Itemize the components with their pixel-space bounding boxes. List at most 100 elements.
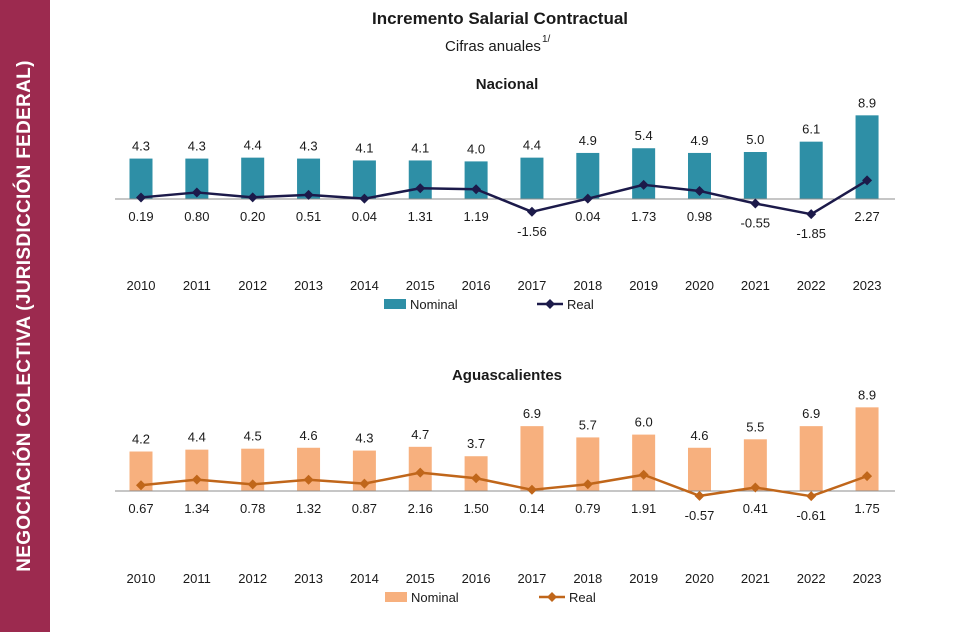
x-tick-label: 2010 [127, 278, 156, 293]
bar-label: 4.9 [690, 133, 708, 148]
x-tick-label: 2018 [573, 278, 602, 293]
line-real [140, 179, 868, 216]
line-label: 1.32 [296, 501, 321, 516]
bar-nominal [743, 439, 767, 491]
bar-nominal [688, 447, 711, 491]
x-tick-label: 2011 [183, 278, 211, 293]
bar-nominal [576, 437, 600, 491]
line-label: 1.73 [631, 209, 656, 224]
bar-label: 4.7 [411, 427, 429, 442]
bar-label: 8.9 [858, 95, 876, 110]
bar-nominal [520, 157, 544, 199]
line-label: -0.57 [685, 508, 715, 523]
x-tick-label: 2023 [853, 571, 882, 586]
chart-subtitle-note: 1/ [542, 34, 551, 45]
point-real [862, 471, 873, 482]
x-tick-label: 2019 [629, 571, 658, 586]
x-tick-label: 2013 [294, 278, 323, 293]
bar-nominal [855, 115, 879, 199]
point-real [471, 184, 482, 195]
panels: Nacional 4.3 4.3 4.4 4.3 4.1 4.1 4.0 4.4 4.9 5.4 4.… [115, 76, 895, 605]
bar-label: 3.7 [467, 436, 485, 451]
point-real [191, 187, 202, 198]
bar-label: 4.4 [244, 138, 262, 153]
bar-nominal [632, 148, 656, 199]
x-tick-label: 2012 [238, 278, 267, 293]
bar-nominal [185, 449, 209, 491]
point-real [359, 478, 370, 489]
point-real [415, 467, 426, 478]
point-real [750, 198, 761, 209]
bar-nominal [855, 407, 879, 491]
point-real [750, 482, 761, 493]
point-real [136, 192, 146, 203]
bar-nominal [297, 158, 321, 199]
bar-nominal [185, 158, 209, 199]
bar-nominal [352, 450, 376, 491]
legend-real-label: Real [569, 590, 596, 605]
legend-real-marker [547, 592, 557, 602]
x-tick-label: 2015 [406, 571, 435, 586]
bar-nominal [129, 158, 153, 199]
bar-label: 4.2 [132, 432, 150, 447]
line-label: 2.16 [408, 501, 433, 516]
point-real [806, 209, 817, 220]
bar-nominal [799, 141, 823, 199]
bar-nominal [576, 152, 600, 199]
point-real [582, 479, 593, 490]
x-tick-label: 2019 [629, 278, 658, 293]
panel-nacional: Nacional 4.3 4.3 4.4 4.3 4.1 4.1 4.0 4.4 4.9 5.4 4.… [115, 76, 895, 312]
x-tick-label: 2023 [853, 278, 882, 293]
legend-nominal-label: Nominal [411, 590, 459, 605]
bar-nominal [129, 451, 153, 491]
line-label: 2.27 [854, 209, 879, 224]
line-label: 0.41 [743, 501, 768, 516]
bar-nominal [241, 157, 265, 199]
bar-label: 6.9 [802, 406, 820, 421]
line-label: 0.19 [128, 209, 153, 224]
bar-label: 6.9 [523, 406, 541, 421]
bar-nominal [241, 448, 265, 491]
bar-label: 5.7 [579, 417, 597, 432]
point-real [526, 484, 537, 495]
legend-nominal-label: Nominal [410, 297, 458, 312]
bar-label: 5.5 [746, 419, 764, 434]
line-label: 1.34 [184, 501, 209, 516]
point-real [415, 183, 426, 194]
x-tick-label: 2018 [573, 571, 602, 586]
x-tick-label: 2014 [350, 571, 379, 586]
point-real [136, 480, 146, 491]
bar-label: 4.4 [523, 138, 541, 153]
bar-label: 4.1 [355, 140, 373, 155]
point-real [303, 474, 314, 485]
x-tick-label: 2014 [350, 278, 379, 293]
x-tick-label: 2017 [517, 571, 546, 586]
line-label: 0.79 [575, 501, 600, 516]
line-label: 1.19 [463, 209, 488, 224]
line-label: 0.80 [184, 209, 209, 224]
line-label: 0.04 [352, 209, 377, 224]
x-tick-label: 2015 [406, 278, 435, 293]
point-real [694, 185, 705, 196]
point-real [247, 479, 258, 490]
bar-label: 4.9 [579, 133, 597, 148]
x-tick-label: 2011 [183, 571, 211, 586]
x-tick-label: 2017 [517, 278, 546, 293]
point-real [526, 206, 537, 217]
point-real [191, 474, 202, 485]
legend-real-marker [545, 299, 555, 309]
line-label: 0.14 [519, 501, 544, 516]
bar-nominal [352, 160, 376, 199]
point-real [359, 193, 370, 204]
x-tick-label: 2022 [797, 571, 826, 586]
chart-subtitle: Cifras anuales [445, 38, 541, 55]
line-label: -0.55 [741, 216, 771, 231]
bar-label: 5.4 [635, 128, 653, 143]
bar-nominal [688, 152, 711, 199]
legend-real-label: Real [567, 297, 594, 312]
side-band: NEGOCIACIÓN COLECTIVA (JURISDICCIÓN FEDE… [0, 0, 50, 632]
bar-label: 6.0 [635, 415, 653, 430]
x-tick-label: 2012 [238, 571, 267, 586]
bar-label: 4.3 [132, 139, 150, 154]
